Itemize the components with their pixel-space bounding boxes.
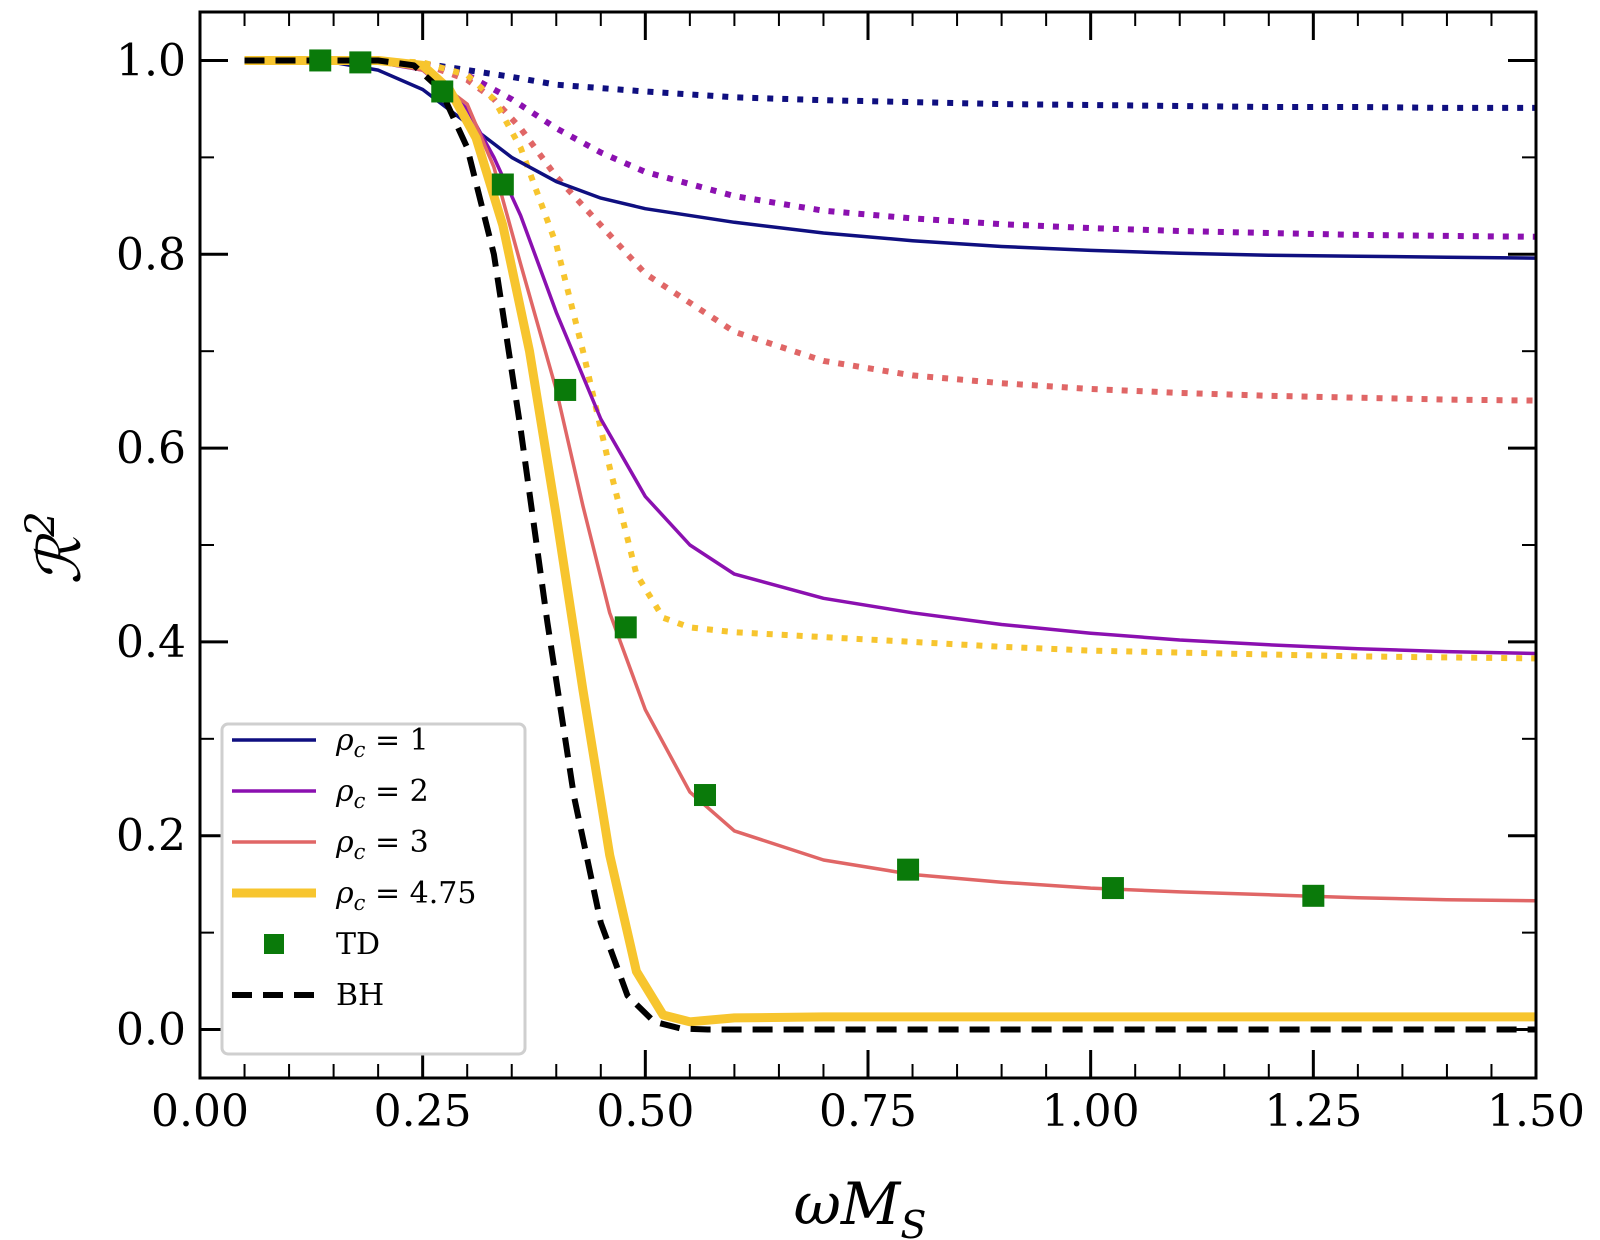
y-tick-label-3: 0.6 bbox=[116, 423, 186, 474]
td-marker-6 bbox=[694, 784, 717, 807]
x-tick-label-1: 0.25 bbox=[374, 1086, 472, 1137]
legend-entry-c-3: ρc = 3 bbox=[232, 825, 429, 864]
td-marker-1 bbox=[349, 51, 372, 74]
x-tick-label-3: 0.75 bbox=[819, 1086, 917, 1137]
legend: ρc = 1 ρc = 2 ρc = 3 ρc = 4.75 TD BH bbox=[220, 722, 527, 1056]
td-marker-7 bbox=[897, 858, 920, 881]
td-marker-8 bbox=[1101, 877, 1124, 900]
td-marker-4 bbox=[554, 378, 577, 401]
td-marker-0 bbox=[309, 49, 332, 72]
y-tick-label-1: 0.2 bbox=[116, 811, 186, 862]
x-tick-label-6: 1.50 bbox=[1487, 1086, 1585, 1137]
y-tick-label-4: 0.8 bbox=[116, 229, 186, 280]
legend-label-td: TD bbox=[336, 927, 380, 962]
legend-label-bh: BH bbox=[336, 978, 384, 1013]
legend-box bbox=[220, 722, 527, 1056]
y-axis-title: ℛ2 bbox=[18, 511, 95, 584]
y-axis-title-main: ℛ bbox=[25, 533, 95, 585]
x-tick-label-5: 1.25 bbox=[1264, 1086, 1362, 1137]
series-line-dotted-6 bbox=[244, 57, 1537, 404]
x-axis-title-main: ωM bbox=[794, 1170, 902, 1238]
series-line-bh bbox=[244, 57, 1536, 1033]
td-marker-3 bbox=[491, 173, 514, 196]
legend-label-c-3: ρc = 3 bbox=[335, 825, 429, 864]
td-markers bbox=[309, 49, 1325, 907]
legend-entry-td: TD bbox=[264, 927, 380, 962]
legend-items: ρc = 1 ρc = 2 ρc = 3 ρc = 4.75 TD BH bbox=[232, 723, 476, 1013]
x-axis-title: ωMS bbox=[794, 1170, 927, 1240]
legend-entry-c-2: ρc = 2 bbox=[232, 774, 429, 813]
series-line-dotted-5 bbox=[244, 57, 1537, 240]
legend-entry-c-1: ρc = 1 bbox=[232, 723, 429, 762]
x-tick-label-2: 0.50 bbox=[596, 1086, 694, 1137]
y-axis-title-superscript: 2 bbox=[18, 511, 64, 537]
y-tick-label-0: 0.0 bbox=[116, 1005, 186, 1056]
axis-ticks bbox=[198, 12, 1538, 1078]
x-tick-label-0: 0.00 bbox=[151, 1086, 249, 1137]
series-line-c-1 bbox=[244, 58, 1537, 260]
y-tick-label-2: 0.4 bbox=[116, 617, 186, 668]
legend-marker-td bbox=[264, 934, 284, 954]
series-line-dotted-7 bbox=[244, 57, 1537, 662]
legend-label-c-2: ρc = 2 bbox=[335, 774, 429, 813]
plot-frame bbox=[198, 10, 1538, 1080]
legend-entry-bh: BH bbox=[232, 978, 384, 1013]
y-tick-label-5: 1.0 bbox=[116, 35, 186, 86]
td-marker-5 bbox=[614, 616, 637, 639]
x-tick-label-4: 1.00 bbox=[1042, 1086, 1140, 1137]
legend-label-c-1: ρc = 1 bbox=[335, 723, 429, 762]
td-marker-2 bbox=[431, 80, 454, 103]
legend-entry-c-4-75: ρc = 4.75 bbox=[232, 876, 476, 915]
legend-label-c-4-75: ρc = 4.75 bbox=[335, 876, 476, 915]
x-axis-title-subscript: S bbox=[900, 1203, 926, 1240]
td-marker-9 bbox=[1302, 884, 1325, 907]
tick-labels: 0.00 0.25 0.50 0.75 1.00 1.25 1.50 0.0 0.2 0.4 0.6… bbox=[116, 35, 1585, 1137]
